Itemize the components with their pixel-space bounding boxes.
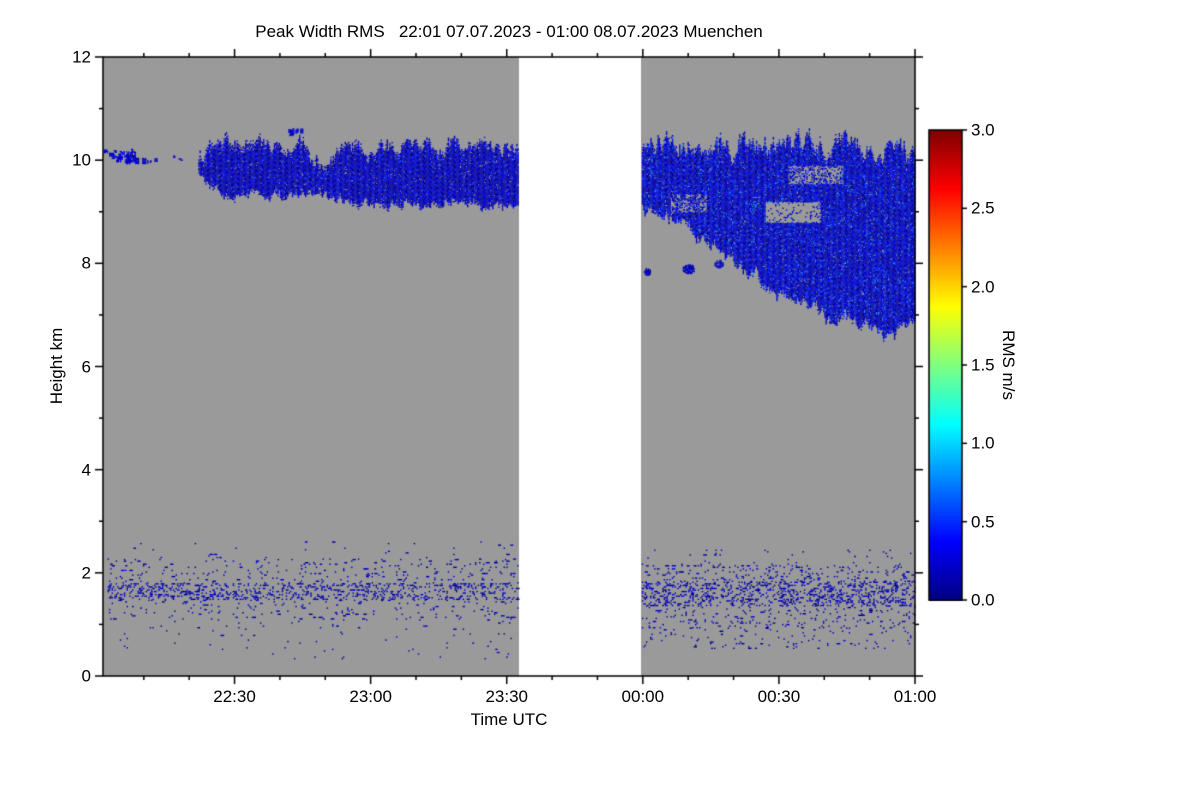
colorbar-tick-label: 2.0 — [971, 277, 995, 297]
x-tick-label: 23:30 — [485, 687, 528, 706]
y-tick-label: 8 — [81, 253, 91, 273]
colorbar-tick-label: 1.5 — [971, 355, 995, 375]
colorbar-tick-label: 0.0 — [971, 590, 995, 610]
y-tick-label: 0 — [81, 666, 91, 686]
y-tick-label: 6 — [81, 357, 91, 376]
y-tick-label: 4 — [81, 460, 91, 480]
colorbar-tick-label: 1.0 — [971, 433, 995, 453]
x-tick-label: 01:00 — [893, 687, 937, 706]
colorbar-tick-label: 3.0 — [971, 120, 995, 140]
x-tick-label: 00:30 — [757, 687, 801, 706]
colorbar-label: RMS m/s — [999, 330, 1018, 400]
colorbar-tick-label: 2.5 — [971, 198, 995, 218]
y-tick-label: 12 — [72, 47, 91, 67]
y-tick-label: 10 — [72, 150, 91, 170]
x-tick-label: 22:30 — [213, 687, 256, 706]
colorbar-tick-label: 0.5 — [971, 512, 995, 532]
x-axis-label: Time UTC — [470, 710, 548, 729]
chart-title: Peak Width RMS 22:01 07.07.2023 - 01:00 … — [255, 22, 763, 41]
x-tick-label: 00:00 — [621, 687, 665, 706]
y-tick-label: 2 — [81, 563, 91, 583]
x-tick-label: 23:00 — [349, 687, 392, 706]
